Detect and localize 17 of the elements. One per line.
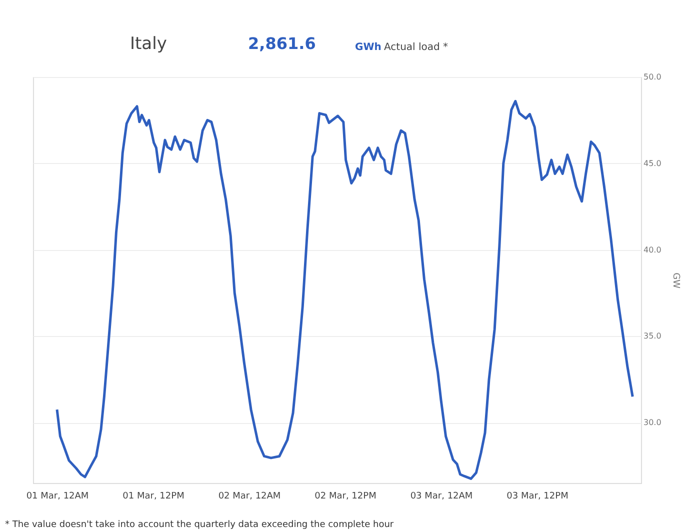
y-tick-label: 35.0	[644, 332, 662, 341]
x-tick-label: 01 Mar, 12PM	[122, 492, 184, 502]
y-tick-label: 45.0	[644, 158, 662, 168]
x-tick-label: 01 Mar, 12AM	[26, 492, 89, 502]
x-tick-label: 02 Mar, 12PM	[314, 492, 376, 502]
x-tick-label: 03 Mar, 12AM	[410, 492, 473, 502]
y-axis-title: GW	[670, 272, 680, 289]
x-tick-label: 03 Mar, 12PM	[506, 492, 568, 502]
chart-title: Italy	[130, 34, 167, 54]
text: Actual load *	[384, 42, 448, 53]
text: GWh	[355, 42, 382, 53]
x-tick-label: 02 Mar, 12AM	[218, 492, 281, 502]
y-tick-label: 40.0	[644, 245, 662, 254]
y-tick-label: 50.0	[644, 72, 662, 82]
text: * The value doesn't take into account the quarterly data exceeding the complete hour	[5, 520, 394, 530]
y-tick-label: 30.0	[644, 418, 662, 428]
text: 2,861.6	[248, 34, 316, 53]
